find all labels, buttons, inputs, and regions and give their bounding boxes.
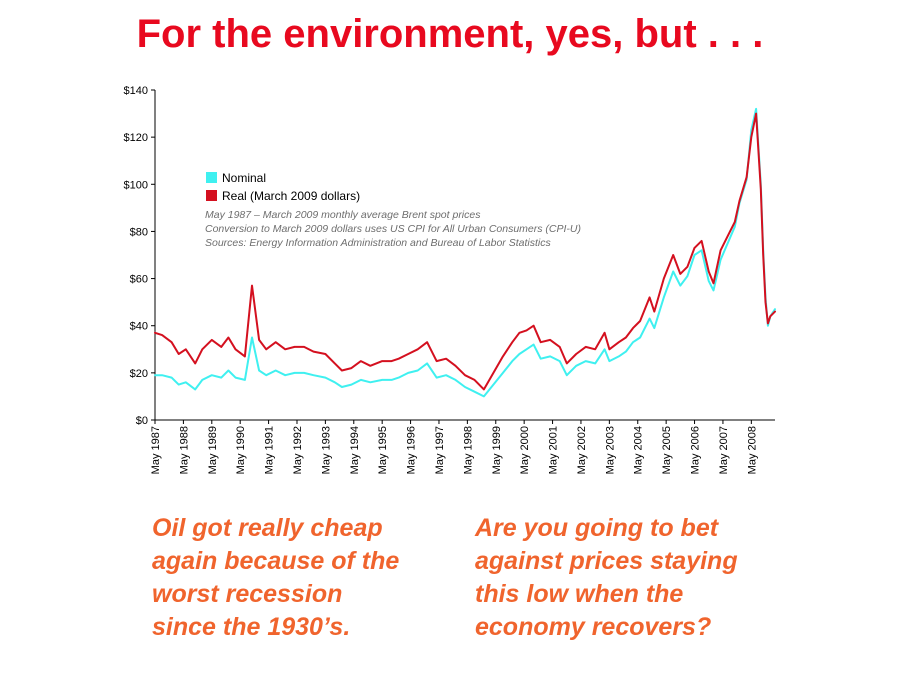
chart-note-source-range: May 1987 – March 2009 monthly average Br… [205, 209, 481, 221]
y-tick-label: $100 [124, 179, 148, 191]
x-tick-label: May 2007 [718, 426, 730, 474]
chart-note-conversion: Conversion to March 2009 dollars uses US… [205, 223, 581, 235]
caption-left-line: Oil got really cheap [152, 514, 383, 542]
x-tick-label: May 1994 [349, 426, 361, 474]
legend-label-real: Real (March 2009 dollars) [222, 189, 360, 203]
x-tick-label: May 1996 [406, 426, 418, 474]
y-axis: $0 $20 $40 $60 $80 $100 $120 $140 [124, 85, 156, 427]
x-tick-label: May 1995 [377, 426, 389, 474]
x-tick-label: May 2005 [661, 426, 673, 474]
series-line-real [154, 112, 776, 391]
y-tick-label: $80 [130, 226, 148, 238]
x-tick-label: May 2003 [604, 426, 616, 474]
chart-note-sources: Sources: Energy Information Administrati… [205, 237, 551, 249]
legend-swatch-nominal [206, 172, 217, 183]
x-tick-label: May 1988 [178, 426, 190, 474]
x-tick-label: May 1987 [150, 426, 162, 474]
caption-right-line: against prices staying [475, 547, 738, 575]
legend-swatch-real [206, 190, 217, 201]
x-tick-label: May 1989 [207, 426, 219, 474]
x-tick-label: May 2004 [633, 426, 645, 474]
caption-left-line: again because of the [152, 547, 400, 575]
series-layer [154, 107, 776, 398]
y-tick-label: $120 [124, 132, 148, 144]
legend: Nominal Real (March 2009 dollars) May 19… [205, 171, 581, 249]
caption-left-line: worst recession [152, 580, 343, 608]
caption-right-line: economy recovers? [475, 613, 712, 641]
oil-price-chart: $0$20$40$60$80$100$120$140 May 1987 May 1… [124, 85, 776, 474]
x-tick-label: May 2006 [690, 426, 702, 474]
caption-right-line: Are you going to bet [475, 514, 719, 542]
x-tick-label: May 1991 [264, 426, 276, 474]
x-tick-label: May 1990 [235, 426, 247, 474]
x-tick-label: May 2001 [548, 426, 560, 474]
y-tick-label: $40 [130, 321, 148, 333]
x-tick-label: May 1993 [320, 426, 332, 474]
y-tick-label: $60 [130, 274, 148, 286]
caption-right-line: this low when the [475, 580, 684, 608]
x-tick-label: May 1997 [434, 426, 446, 474]
x-tick-label: May 2000 [519, 426, 531, 474]
caption-left: Oil got really cheap again because of th… [152, 512, 399, 644]
x-tick-label: May 1998 [462, 426, 474, 474]
x-tick-label: May 2002 [576, 426, 588, 474]
x-axis: May 1987 May 1988 May 1989 May 1990 May 1991… [150, 419, 775, 474]
y-tick-label: $0 [136, 415, 148, 427]
caption-right: Are you going to bet against prices stay… [475, 512, 738, 644]
series-line-nominal [154, 107, 776, 398]
x-tick-label: May 1999 [491, 426, 503, 474]
x-tick-label: May 2008 [746, 426, 758, 474]
x-tick-label: May 1992 [292, 426, 304, 474]
y-tick-label: $140 [124, 85, 148, 97]
caption-left-line: since the 1930’s. [152, 613, 351, 641]
slide-title: For the environment, yes, but . . . [136, 12, 764, 56]
legend-label-nominal: Nominal [222, 171, 266, 185]
y-tick-label: $20 [130, 368, 148, 380]
